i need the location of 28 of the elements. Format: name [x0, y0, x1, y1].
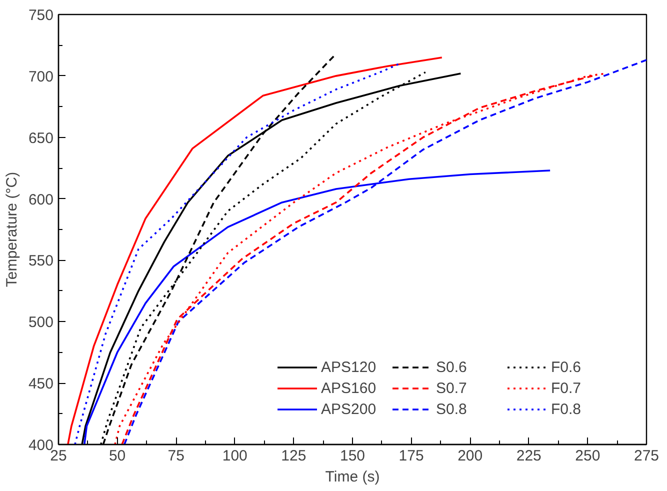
y-tick-label: 600 — [28, 191, 54, 208]
legend-label: F0.6 — [551, 358, 582, 376]
legend-label: APS160 — [321, 380, 378, 396]
x-tick-label: 175 — [398, 448, 424, 464]
legend-label: S0.6 — [436, 358, 468, 376]
legend-label: APS200 — [321, 400, 378, 418]
y-tick-label: 500 — [28, 314, 54, 332]
x-tick-label: 225 — [516, 448, 542, 464]
y-tick-label: 450 — [28, 376, 54, 393]
y-tick-label: 700 — [28, 68, 54, 86]
x-tick-label: 125 — [281, 448, 306, 464]
legend-label: F0.7 — [551, 380, 582, 396]
y-axis-title: Temperature (°C) — [3, 172, 20, 288]
y-tick-label: 650 — [28, 130, 54, 147]
x-axis-title: Time (s) — [325, 468, 380, 486]
x-tick-label: 200 — [458, 448, 483, 464]
x-tick-label: 150 — [340, 448, 366, 464]
legend-label: F0.8 — [551, 400, 582, 418]
legend-label: APS120 — [321, 358, 378, 376]
x-tick-label: 75 — [168, 448, 184, 464]
x-tick-label: 50 — [108, 448, 126, 464]
x-tick-label: 100 — [222, 448, 248, 464]
legend-label: S0.8 — [436, 400, 468, 418]
y-tick-label: 550 — [28, 252, 54, 270]
y-tick-label: 750 — [28, 7, 54, 24]
x-tick-label: 250 — [575, 448, 600, 464]
x-tick-label: 275 — [634, 448, 660, 464]
legend-label: S0.7 — [436, 380, 468, 396]
